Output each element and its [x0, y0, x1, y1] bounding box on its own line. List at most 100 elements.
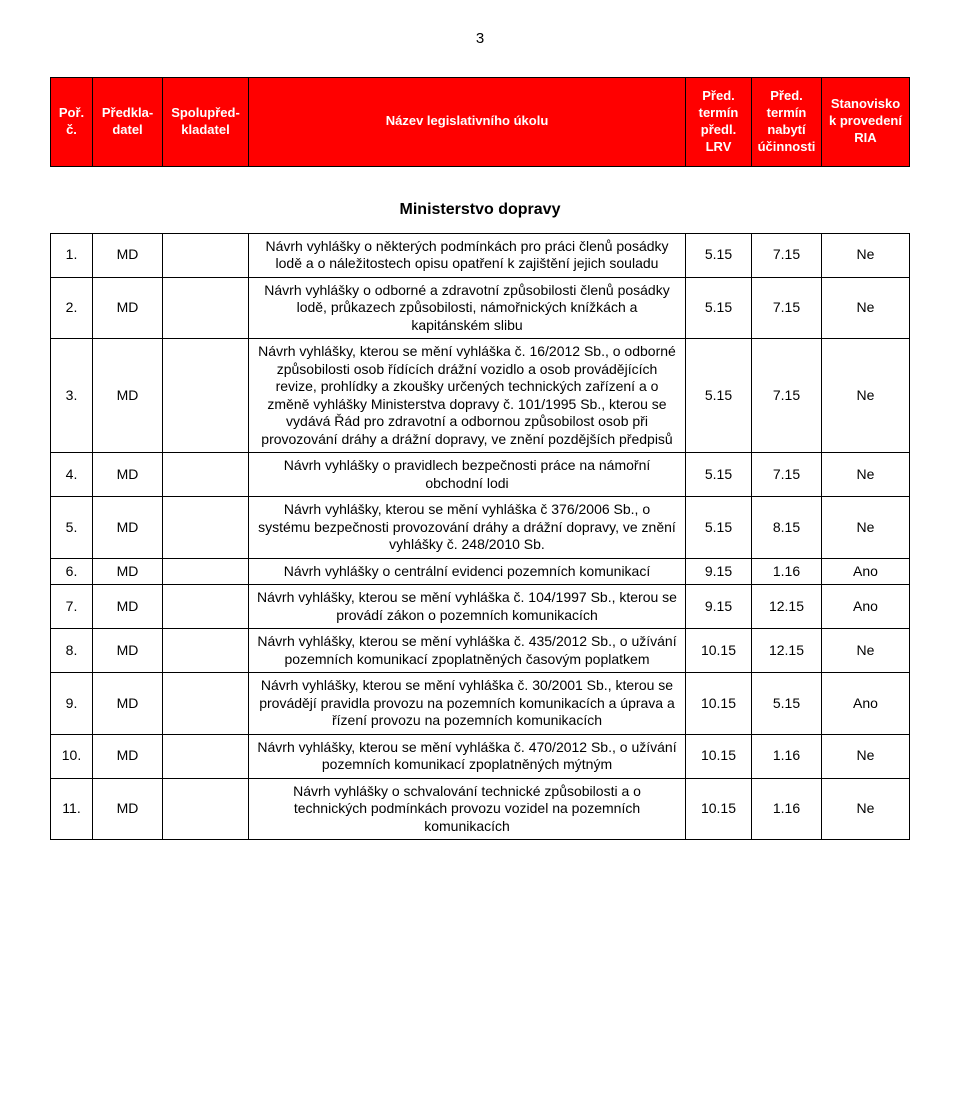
cell-t2: 7.15	[752, 233, 822, 277]
cell-t1: 9.15	[686, 585, 752, 629]
cell-por: 5.	[51, 497, 93, 559]
table-row: 2.MD Návrh vyhlášky o odborné a zdravotní…	[51, 277, 910, 339]
cell-spolu	[163, 558, 249, 585]
cell-t1: 5.15	[686, 453, 752, 497]
cell-t1: 5.15	[686, 497, 752, 559]
cell-t2: 12.15	[752, 629, 822, 673]
cell-t2: 7.15	[752, 277, 822, 339]
header-table: Poř. č. Předkla- datel Spolupřed- kladat…	[50, 77, 910, 167]
table-row: 5.MD Návrh vyhlášky, kterou se mění vyhlá…	[51, 497, 910, 559]
cell-t1: 5.15	[686, 339, 752, 453]
cell-nazev: Návrh vyhlášky, kterou se mění vyhláška …	[249, 339, 686, 453]
cell-nazev: Návrh vyhlášky, kterou se mění vyhláška …	[249, 734, 686, 778]
cell-spolu	[163, 778, 249, 840]
table-row: 7.MD Návrh vyhlášky, kterou se mění vyhlá…	[51, 585, 910, 629]
cell-spolu	[163, 585, 249, 629]
cell-por: 2.	[51, 277, 93, 339]
cell-stan: Ne	[822, 778, 910, 840]
cell-stan: Ne	[822, 453, 910, 497]
cell-por: 7.	[51, 585, 93, 629]
cell-spolu	[163, 734, 249, 778]
cell-t2: 8.15	[752, 497, 822, 559]
col-header-spolu: Spolupřed- kladatel	[163, 78, 249, 167]
cell-nazev: Návrh vyhlášky, kterou se mění vyhláška …	[249, 673, 686, 735]
cell-t1: 9.15	[686, 558, 752, 585]
cell-stan: Ano	[822, 673, 910, 735]
cell-nazev: Návrh vyhlášky, kterou se mění vyhláška …	[249, 629, 686, 673]
page: 3 Poř. č. Předkla- datel Spolupřed- klad…	[0, 0, 960, 880]
cell-t2: 7.15	[752, 339, 822, 453]
cell-nazev: Návrh vyhlášky o centrální evidenci poze…	[249, 558, 686, 585]
cell-stan: Ne	[822, 629, 910, 673]
cell-t1: 5.15	[686, 233, 752, 277]
ministry-title: Ministerstvo dopravy	[50, 201, 910, 219]
cell-stan: Ne	[822, 497, 910, 559]
cell-t1: 10.15	[686, 629, 752, 673]
cell-por: 10.	[51, 734, 93, 778]
cell-por: 9.	[51, 673, 93, 735]
table-row: 3.MD Návrh vyhlášky, kterou se mění vyhlá…	[51, 339, 910, 453]
cell-t2: 1.16	[752, 778, 822, 840]
col-header-por: Poř. č.	[51, 78, 93, 167]
table-row: 6.MD Návrh vyhlášky o centrální evidenci …	[51, 558, 910, 585]
col-header-predkl: Předkla- datel	[93, 78, 163, 167]
cell-spolu	[163, 629, 249, 673]
cell-nazev: Návrh vyhlášky o pravidlech bezpečnosti …	[249, 453, 686, 497]
cell-predkl: MD	[93, 497, 163, 559]
cell-por: 4.	[51, 453, 93, 497]
cell-stan: Ne	[822, 233, 910, 277]
cell-spolu	[163, 497, 249, 559]
cell-nazev: Návrh vyhlášky o odborné a zdravotní způ…	[249, 277, 686, 339]
cell-stan: Ano	[822, 558, 910, 585]
cell-spolu	[163, 453, 249, 497]
cell-t2: 12.15	[752, 585, 822, 629]
cell-predkl: MD	[93, 734, 163, 778]
cell-por: 6.	[51, 558, 93, 585]
col-header-stanovisko: Stanovisko k provedení RIA	[822, 78, 910, 167]
cell-t2: 1.16	[752, 734, 822, 778]
cell-spolu	[163, 339, 249, 453]
table-row: 9.MD Návrh vyhlášky, kterou se mění vyhlá…	[51, 673, 910, 735]
cell-predkl: MD	[93, 277, 163, 339]
cell-predkl: MD	[93, 453, 163, 497]
page-number: 3	[50, 30, 910, 47]
cell-predkl: MD	[93, 339, 163, 453]
cell-t1: 10.15	[686, 734, 752, 778]
cell-nazev: Návrh vyhlášky o některých podmínkách pr…	[249, 233, 686, 277]
cell-nazev: Návrh vyhlášky, kterou se mění vyhláška …	[249, 585, 686, 629]
cell-por: 1.	[51, 233, 93, 277]
cell-predkl: MD	[93, 558, 163, 585]
cell-por: 8.	[51, 629, 93, 673]
table-row: 10.MD Návrh vyhlášky, kterou se mění vyhl…	[51, 734, 910, 778]
col-header-termin-predl: Před. termín předl. LRV	[686, 78, 752, 167]
cell-spolu	[163, 673, 249, 735]
cell-nazev: Návrh vyhlášky, kterou se mění vyhláška …	[249, 497, 686, 559]
cell-predkl: MD	[93, 233, 163, 277]
cell-t1: 10.15	[686, 778, 752, 840]
col-header-nazev: Název legislativního úkolu	[249, 78, 686, 167]
cell-stan: Ne	[822, 277, 910, 339]
cell-spolu	[163, 277, 249, 339]
table-row: 8.MD Návrh vyhlášky, kterou se mění vyhlá…	[51, 629, 910, 673]
table-row: 1.MD Návrh vyhlášky o některých podmínkác…	[51, 233, 910, 277]
table-row: 11.MD Návrh vyhlášky o schvalování techni…	[51, 778, 910, 840]
header-row: Poř. č. Předkla- datel Spolupřed- kladat…	[51, 78, 910, 167]
cell-predkl: MD	[93, 778, 163, 840]
cell-nazev: Návrh vyhlášky o schvalování technické z…	[249, 778, 686, 840]
cell-stan: Ano	[822, 585, 910, 629]
cell-t2: 1.16	[752, 558, 822, 585]
cell-t2: 7.15	[752, 453, 822, 497]
cell-predkl: MD	[93, 673, 163, 735]
table-row: 4.MD Návrh vyhlášky o pravidlech bezpečno…	[51, 453, 910, 497]
cell-por: 11.	[51, 778, 93, 840]
cell-spolu	[163, 233, 249, 277]
cell-t1: 5.15	[686, 277, 752, 339]
cell-t1: 10.15	[686, 673, 752, 735]
body-table: 1.MDNávrh vyhlášky o některých podmínkác…	[50, 233, 910, 841]
cell-predkl: MD	[93, 585, 163, 629]
cell-stan: Ne	[822, 734, 910, 778]
cell-predkl: MD	[93, 629, 163, 673]
cell-t2: 5.15	[752, 673, 822, 735]
col-header-termin-ucin: Před. termín nabytí účinnosti	[752, 78, 822, 167]
cell-por: 3.	[51, 339, 93, 453]
